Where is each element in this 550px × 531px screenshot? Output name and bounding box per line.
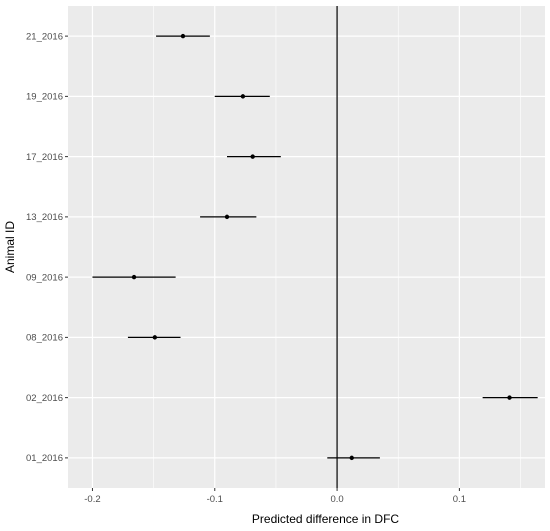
point-estimate-09_2016 (131, 274, 137, 280)
y-tick-label: 13_2016 (26, 212, 63, 223)
x-axis-ticks: -0.2 -0.1 0.0 0.1 (84, 488, 466, 505)
minor-gridlines (153, 6, 521, 488)
y-tick-label: 02_2016 (26, 393, 63, 404)
point-estimate-21_2016 (180, 33, 186, 39)
y-tick-label: 19_2016 (26, 92, 63, 103)
point-estimate-19_2016 (240, 94, 246, 99)
point-estimate-13_2016 (224, 214, 230, 220)
y-tick-label: 21_2016 (26, 31, 63, 42)
x-tick-label: 0.0 (330, 494, 343, 505)
x-axis-title: Predicted difference in DFC (252, 512, 400, 526)
x-tick-label: -0.1 (207, 494, 223, 505)
y-tick-label: 08_2016 (26, 333, 63, 344)
point-estimate-17_2016 (250, 154, 255, 159)
y-tick-label: 09_2016 (26, 272, 63, 283)
major-gridlines (68, 6, 545, 488)
point-estimate-01_2016 (349, 455, 354, 461)
y-tick-label: 01_2016 (26, 453, 63, 464)
plot-panel (68, 6, 545, 488)
y-axis-ticks: 01_2016 02_2016 08_2016 09_2016 13_2016 17_20… (26, 31, 68, 464)
point-estimate-08_2016 (152, 335, 158, 340)
x-tick-label: -0.2 (84, 494, 100, 505)
y-tick-label: 17_2016 (26, 152, 63, 163)
point-estimate-02_2016 (507, 395, 512, 400)
x-tick-label: 0.1 (453, 494, 466, 505)
data-marks (92, 33, 538, 461)
y-axis-title: Animal ID (3, 221, 17, 273)
